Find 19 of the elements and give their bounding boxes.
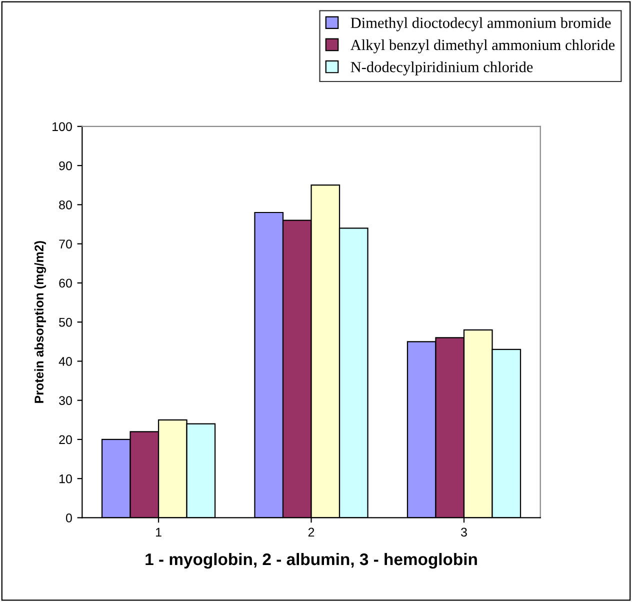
y-tick-label: 60 [59, 278, 72, 288]
y-tick-label: 70 [59, 240, 72, 248]
legend-label: N-dodecylpiridinium chloride [350, 61, 533, 76]
x-tick-label: 1 [156, 528, 162, 536]
y-tick-label: 50 [59, 318, 72, 327]
y-tick-label: 100 [52, 122, 72, 132]
y-tick-label: 90 [59, 161, 72, 170]
x-tick-label: 2 [308, 528, 314, 536]
legend-label: Alkyl benzyl dimethyl ammonium chloride [350, 39, 615, 54]
x-axis-title: 1 - myoglobin, 2 - albumin, 3 - hemoglobin [146, 552, 477, 569]
y-tick-label: 10 [59, 474, 72, 484]
legend-label: Dimethyl dioctodecyl ammonium bromide [350, 17, 611, 32]
y-tick-label: 20 [59, 435, 72, 444]
y-tick-label: 30 [59, 396, 72, 405]
y-tick-label: 80 [59, 200, 72, 210]
y-tick-label: 40 [58, 357, 72, 366]
x-tick-label: 3 [460, 528, 467, 537]
y-tick-label: 0 [66, 514, 72, 522]
y-axis-title: Protein absorption (mg/m2) [34, 241, 46, 403]
